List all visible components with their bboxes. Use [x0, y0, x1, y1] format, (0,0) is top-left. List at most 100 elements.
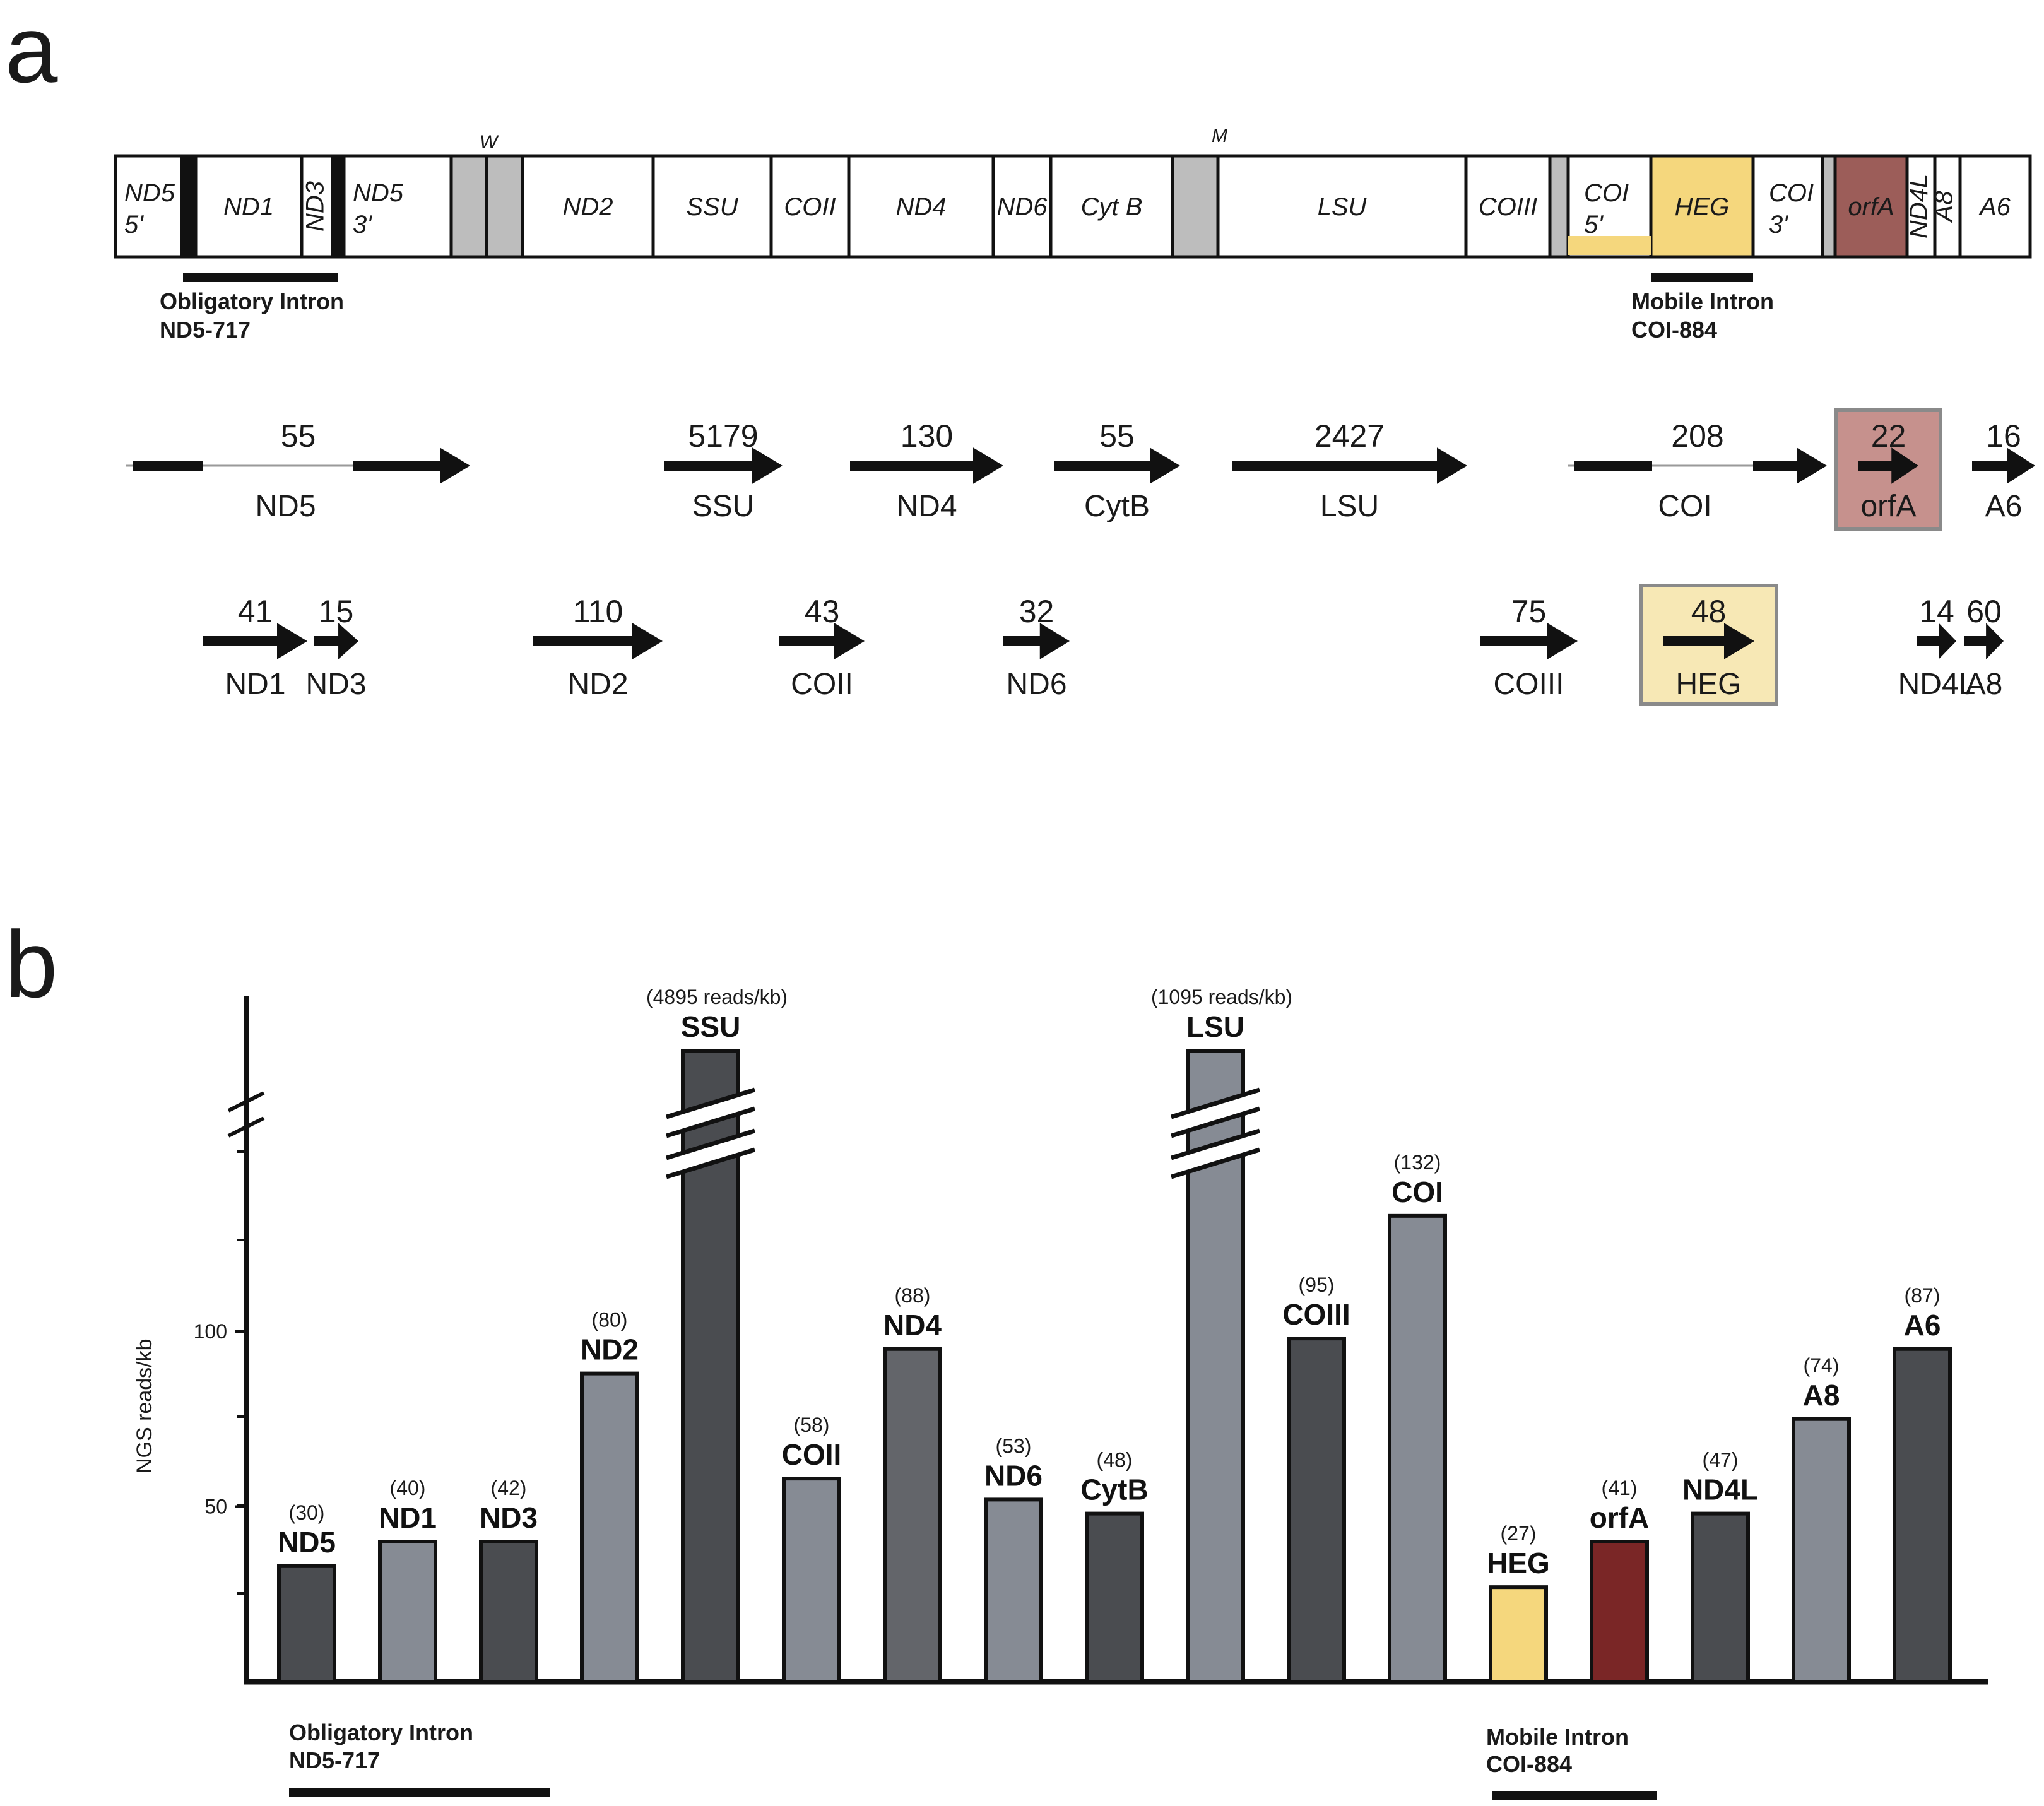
map-segment-label-a8-24: A8 [1930, 191, 1958, 223]
bar-coii [782, 1477, 841, 1684]
transcript-nd2-count: 110 [573, 594, 623, 629]
bar-category-label-nd4: ND4 [883, 1309, 942, 1342]
transcript-nd5-count: 55 [281, 418, 316, 454]
trna-label-m: M [1212, 126, 1227, 146]
bar-value-label-nd4l: (47) [1703, 1449, 1739, 1472]
map-segment-label-nd3-3: ND3 [302, 181, 329, 232]
bar-break-mark [665, 1087, 756, 1119]
bar-break-gap [1169, 1091, 1262, 1135]
map-segment-label2-nd5-0: 5' [124, 211, 144, 239]
map-segment-label-nd5-5: ND5 [353, 179, 404, 207]
bar-category-label-coi: COI [1391, 1176, 1443, 1208]
bar-category-label-nd5: ND5 [278, 1526, 336, 1559]
map-segment-label2-nd5-5: 3' [353, 211, 372, 239]
bar-category-label-nd1: ND1 [379, 1501, 437, 1534]
transcript-coi-arrow [1753, 447, 1827, 484]
transcript-nd4l-count: 14 [1919, 594, 1954, 629]
genome-map: ND5 5' ND1 ND3 ND5 3' ND2 SSU COII ND4 ND6 Cyt B LSU… [114, 154, 2032, 259]
bar-coi [1388, 1213, 1447, 1684]
transcript-nd4-name: ND4 [896, 490, 957, 523]
obligatory-intron-label-b: Obligatory Intron [289, 1720, 473, 1745]
map-segment-nd5-5 [342, 154, 453, 259]
bar-a8 [1792, 1417, 1851, 1684]
transcript-nd5-name: ND5 [255, 490, 316, 523]
transcript-nd3-arrow [314, 623, 358, 659]
bar-category-label-nd2: ND2 [581, 1333, 639, 1366]
bar-category-label-nd4l: ND4L [1682, 1473, 1758, 1506]
bar-nd6 [984, 1497, 1043, 1684]
map-segment-a8-24 [1933, 154, 1962, 259]
map-segment-trna-21 [1821, 154, 1837, 259]
bar-value-label-nd6: (53) [996, 1434, 1032, 1457]
bar-category-label-heg: HEG [1487, 1547, 1550, 1579]
trna-label-w: W [480, 132, 499, 153]
map-segment-label-heg-19: HEG [1675, 193, 1730, 221]
obligatory-intron-id-b: ND5-717 [289, 1747, 380, 1773]
map-segment-label-nd6-12: ND6 [996, 193, 1048, 221]
map-segment-nd4-11 [847, 154, 995, 259]
transcript-nd1-arrow [203, 623, 307, 659]
transcript-nd3-count: 15 [319, 594, 354, 629]
transcript-nd5-arrow [353, 447, 470, 484]
bar-nd3 [479, 1540, 538, 1684]
bar-value-label-coiii: (95) [1299, 1273, 1335, 1296]
transcript-lsu-count: 2427 [1314, 418, 1385, 454]
bar-value-label-heg: (27) [1501, 1522, 1537, 1545]
transcript-nd1-count: 41 [238, 594, 273, 629]
map-segment-label-coiii-16: COIII [1479, 193, 1537, 221]
y-axis-break-mark [227, 1091, 265, 1113]
mobile-intron-id-a: COI-884 [1631, 317, 1717, 343]
bar-value-label-nd2: (80) [592, 1309, 628, 1331]
bar-category-label-cytb: CytB [1080, 1473, 1148, 1506]
map-segment-label-ssu-9: SSU [686, 193, 738, 221]
bar-value-label-cytb: (48) [1097, 1449, 1133, 1472]
bar-category-label-nd3: ND3 [480, 1501, 538, 1534]
transcript-coi-count: 208 [1671, 418, 1723, 454]
transcript-arrows: 55 ND5 5179 SSU 130 ND4 55 CytB 2427 LSU 208 COI 22 o… [126, 408, 2035, 706]
transcript-ssu-count: 5179 [688, 418, 758, 454]
transcript-coi-exon [1574, 461, 1652, 471]
transcript-nd4l-name: ND4L [1898, 668, 1976, 701]
transcript-nd6-name: ND6 [1006, 668, 1066, 701]
transcript-orfa-arrow [1858, 447, 1918, 484]
transcript-a8-name: A8 [1966, 668, 2003, 701]
map-segment-trna-6 [449, 154, 488, 259]
transcript-coiii-arrow [1480, 623, 1578, 659]
bar-nd4 [883, 1347, 942, 1684]
map-segment-label2-coi-20: 3' [1769, 211, 1788, 239]
map-segment-trna-7 [485, 154, 524, 259]
transcript-nd6-count: 32 [1019, 594, 1054, 629]
map-segment-nd6-12 [991, 154, 1053, 259]
bar-value-label-a6: (87) [1905, 1284, 1941, 1307]
bar-break-gap [664, 1132, 757, 1176]
transcript-nd4-count: 130 [901, 418, 953, 454]
bar-value-label-orfa: (41) [1602, 1477, 1638, 1499]
y-axis-break-mark [227, 1116, 265, 1138]
transcript-cytb-count: 55 [1099, 418, 1135, 454]
transcript-a6-count: 16 [1986, 418, 2021, 454]
bar-nd1 [378, 1540, 437, 1684]
bar-category-label-a8: A8 [1803, 1379, 1840, 1412]
transcript-nd5-exon [133, 461, 203, 471]
transcript-nd2-name: ND2 [567, 668, 628, 701]
bar-category-label-orfa: orfA [1590, 1501, 1650, 1534]
map-segment-label-orfa-22: orfA [1848, 193, 1894, 221]
transcript-coii-count: 43 [805, 594, 840, 629]
transcript-a8-arrow [1964, 623, 2004, 659]
bar-chart: NGS reads/kb 50 100 ND5(30) ND1(40) ND3(42) N… [133, 986, 1988, 1685]
transcript-coi-name: COI [1658, 490, 1711, 523]
map-segment-nd5-0 [114, 154, 184, 259]
map-segment-label2-coi-18: 5' [1584, 211, 1604, 239]
transcript-coii-name: COII [791, 668, 853, 701]
bar-value-label-a8: (74) [1804, 1354, 1840, 1377]
transcript-heg-name: HEG [1675, 668, 1741, 701]
map-segment-trna-17 [1548, 154, 1570, 259]
transcript-lsu-name: LSU [1320, 490, 1379, 523]
obligatory-intron-id-a: ND5-717 [160, 317, 251, 343]
transcript-nd6-arrow [1003, 623, 1070, 659]
bar-value-label-nd4: (88) [895, 1284, 931, 1307]
bar-value-label-lsu: (1095 reads/kb) [1151, 986, 1292, 1008]
bar-break-mark [665, 1128, 756, 1160]
transcript-coiii-name: COIII [1493, 668, 1564, 701]
